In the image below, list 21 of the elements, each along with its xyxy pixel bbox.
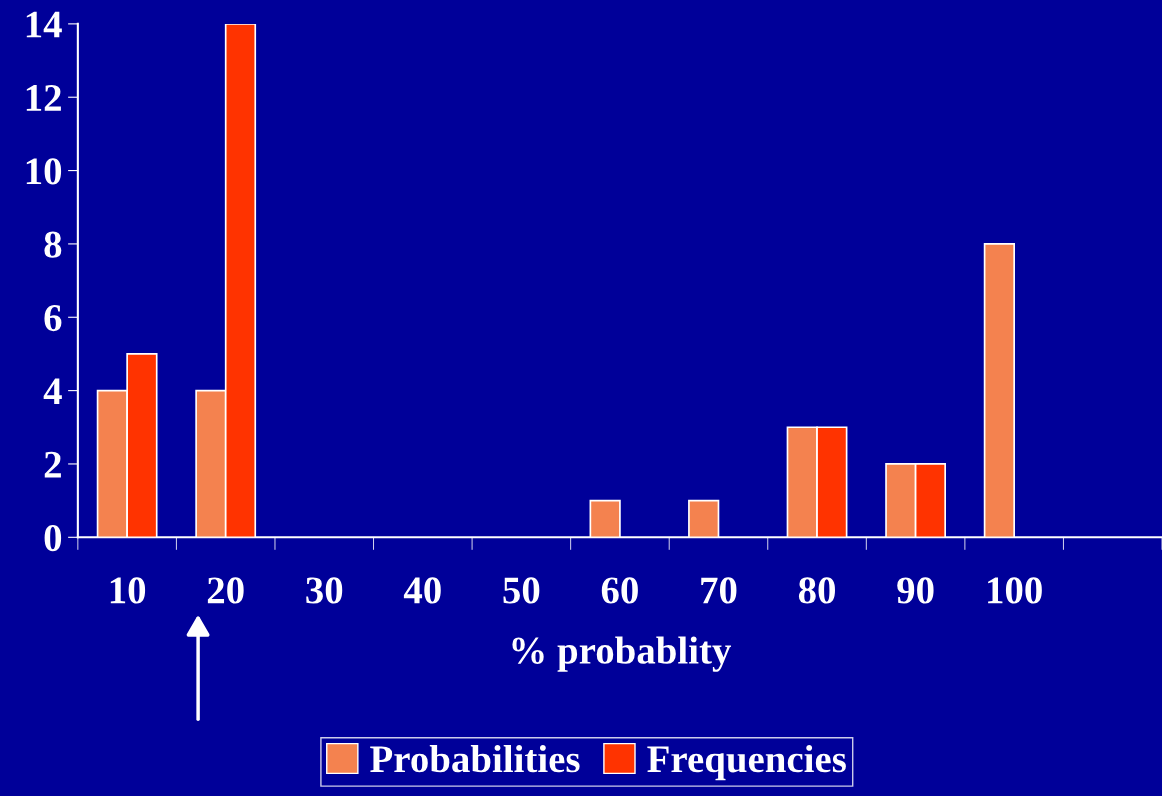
x-tick-label: 40 xyxy=(403,577,441,604)
x-axis-title: % probablity xyxy=(512,636,732,672)
x-tick-label: 30 xyxy=(306,577,343,604)
y-tick-label: 6 xyxy=(44,305,62,332)
y-tick-label: 14 xyxy=(26,11,62,38)
y-tick-label: 0 xyxy=(44,524,62,552)
y-tick-label: 12 xyxy=(26,84,61,111)
y-tick-label: 8 xyxy=(44,231,62,258)
x-tick-label: 70 xyxy=(701,577,737,604)
x-tick-label: 80 xyxy=(798,577,836,604)
x-tick-label: 100 xyxy=(988,577,1042,604)
legend-label: Probabilities xyxy=(370,745,580,773)
x-tick-label: 50 xyxy=(503,577,540,604)
x-tick-label: 90 xyxy=(897,577,934,604)
x-tick-label: 10 xyxy=(110,577,146,604)
legend-label: Frequencies xyxy=(647,745,846,781)
y-tick-label: 2 xyxy=(44,451,61,478)
x-tick-label: 20 xyxy=(207,577,244,604)
y-tick-label: 10 xyxy=(26,158,62,185)
y-tick-label: 4 xyxy=(43,378,62,405)
x-tick-label: 60 xyxy=(601,577,638,604)
